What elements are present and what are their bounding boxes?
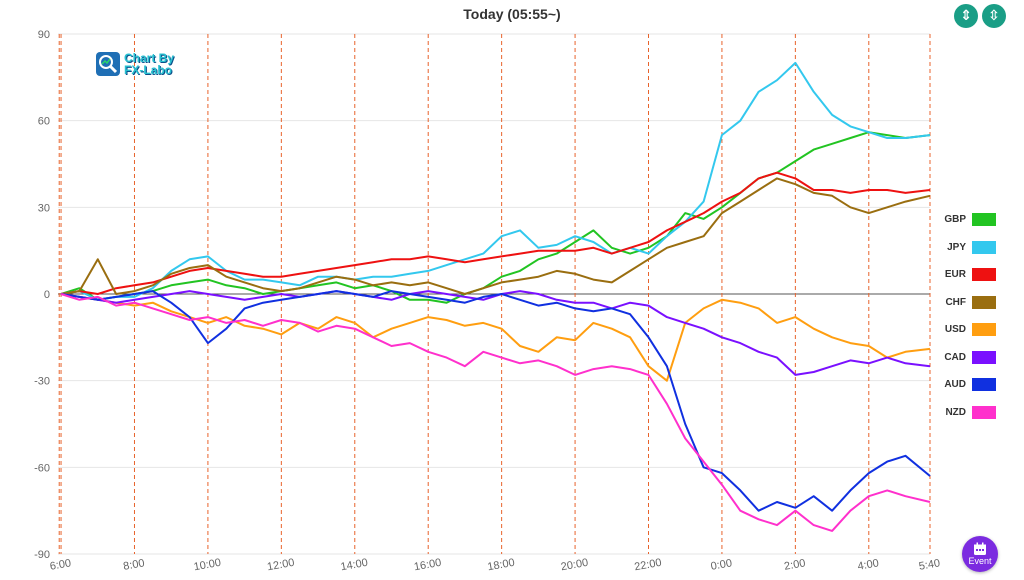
x-tick-label: 4:00 (857, 557, 880, 573)
legend-swatch (972, 295, 996, 309)
y-tick-label: 90 (38, 29, 50, 41)
x-tick-label: 22:00 (633, 557, 662, 574)
calendar-icon (974, 542, 986, 555)
legend-label: EUR (944, 269, 966, 281)
series-line-aud (60, 290, 931, 512)
x-tick-label: 12:00 (266, 557, 295, 574)
y-tick-label: -30 (34, 376, 50, 388)
legend-swatch (972, 213, 996, 227)
legend-label: NZD (945, 406, 966, 418)
legend-item-eur[interactable]: EUR (930, 261, 996, 289)
y-tick-label: -90 (34, 549, 50, 561)
legend-swatch (972, 405, 996, 419)
legend-item-chf[interactable]: CHF (930, 289, 996, 317)
legend-swatch (972, 240, 996, 254)
x-tick-label: 2:00 (783, 557, 806, 573)
vertical-compress-button[interactable]: ⇕ (954, 4, 978, 28)
legend-item-gbp[interactable]: GBP (930, 206, 996, 234)
y-tick-label: 30 (38, 202, 50, 214)
series-line-gbp (60, 131, 931, 304)
x-tick-label: 10:00 (193, 557, 222, 574)
legend-item-usd[interactable]: USD (930, 316, 996, 344)
x-tick-label: 14:00 (340, 557, 369, 574)
chart-title: Today (05:55~) (463, 6, 561, 22)
vertical-compress-icon: ⇕ (960, 8, 972, 24)
legend-label: AUD (944, 379, 966, 391)
legend-item-jpy[interactable]: JPY (930, 234, 996, 262)
x-tick-label: 18:00 (487, 557, 516, 574)
event-button-label: Event (968, 556, 992, 566)
legend-item-aud[interactable]: AUD (930, 371, 996, 399)
legend-swatch (972, 378, 996, 392)
chart-legend: GBP JPY EUR CHF USD CAD AUD NZD (930, 206, 996, 426)
x-tick-label: 16:00 (413, 557, 442, 574)
series-line-nzd (60, 293, 931, 532)
legend-swatch (972, 268, 996, 282)
series-line-jpy (60, 61, 931, 301)
legend-label: GBP (944, 214, 966, 226)
series-line-chf (60, 177, 931, 295)
magnifier-chart-icon (96, 52, 120, 76)
y-tick-label: 60 (38, 116, 50, 128)
series-line-cad (60, 290, 931, 376)
logo-line-1: Chart By (124, 51, 175, 65)
legend-label: JPY (947, 241, 966, 253)
x-tick-label: 6:00 (49, 557, 72, 573)
logo-line-2: FX-Labo (124, 63, 172, 77)
logo: Chart By FX-Labo (96, 52, 174, 76)
legend-label: CAD (944, 351, 966, 363)
legend-label: CHF (945, 296, 966, 308)
x-tick-label: 8:00 (122, 557, 145, 573)
x-tick-label: 0:00 (710, 557, 733, 573)
series-line-eur (60, 171, 931, 295)
y-tick-label: -60 (34, 462, 50, 474)
legend-label: USD (944, 324, 966, 336)
vertical-expand-button[interactable]: ⇳ (982, 4, 1006, 28)
series-line-usd (60, 293, 931, 382)
legend-item-cad[interactable]: CAD (930, 344, 996, 372)
x-tick-label: 20:00 (560, 557, 589, 574)
legend-swatch (972, 350, 996, 364)
legend-item-nzd[interactable]: NZD (930, 399, 996, 427)
vertical-expand-icon: ⇳ (988, 8, 1000, 24)
event-button[interactable]: Event (962, 536, 998, 572)
legend-swatch (972, 323, 996, 337)
y-tick-label: 0 (44, 289, 50, 301)
x-tick-label: 5:40 (918, 557, 941, 573)
